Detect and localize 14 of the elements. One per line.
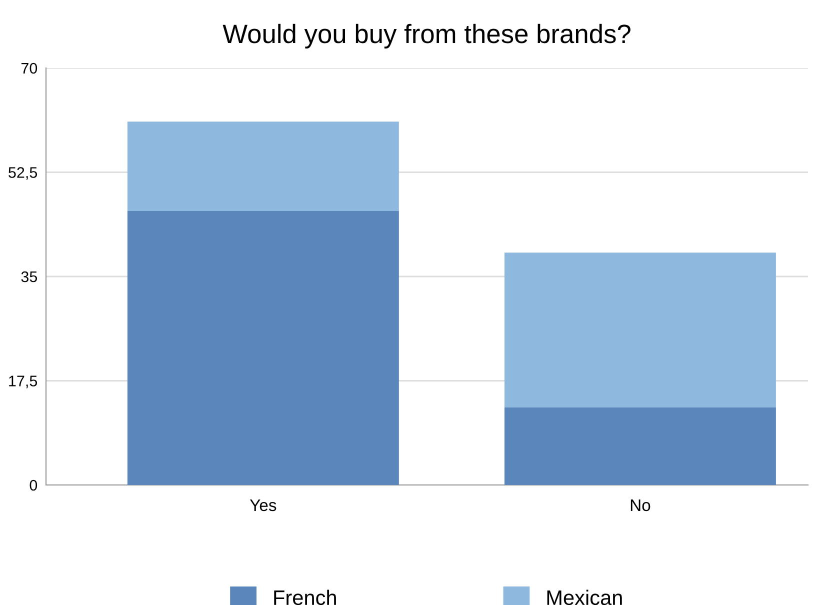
y-tick-label: 0 bbox=[30, 480, 38, 491]
legend-label: Mexican bbox=[547, 590, 622, 605]
y-tick-label: 17,5 bbox=[9, 376, 38, 388]
bar bbox=[127, 122, 399, 211]
bar bbox=[504, 252, 776, 408]
x-tick-label: No bbox=[630, 500, 650, 512]
y-tick-label: 35 bbox=[21, 271, 38, 282]
legend-label: French bbox=[274, 590, 336, 605]
chart-title: Would you buy from these brands? bbox=[222, 24, 630, 48]
y-tick-label: 70 bbox=[21, 62, 38, 74]
bar bbox=[504, 408, 776, 485]
y-tick-label: 52,5 bbox=[8, 167, 38, 180]
x-tick-label: Yes bbox=[250, 500, 276, 512]
bar bbox=[127, 210, 399, 485]
